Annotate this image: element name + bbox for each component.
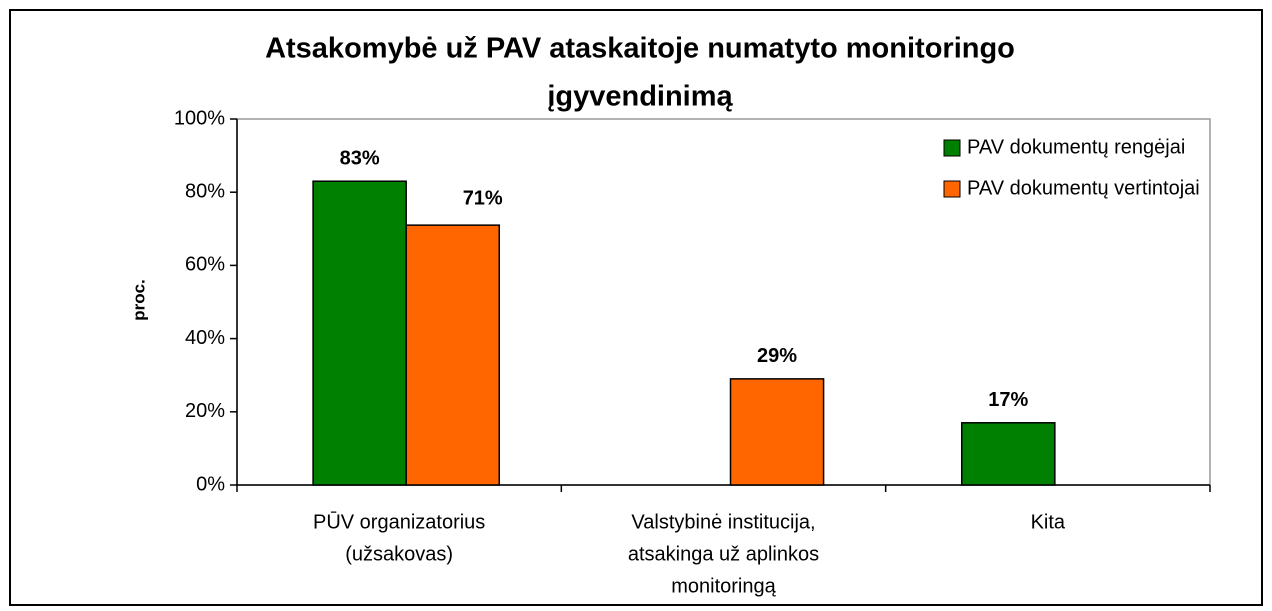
y-tick-label: 0%: [196, 473, 225, 495]
bar: [729, 378, 825, 486]
legend-swatch: [943, 180, 961, 198]
y-tick-label: 80%: [185, 180, 225, 202]
value-label: 17%: [988, 389, 1028, 411]
bar: [405, 224, 501, 486]
value-label: 83%: [340, 148, 380, 170]
y-tick-label: 60%: [185, 254, 225, 276]
x-tick-label: (užsakovas): [345, 543, 453, 565]
chart-title: Atsakomybė už PAV ataskaitoje numatyto m…: [265, 33, 1015, 65]
y-tick-label: 100%: [174, 107, 225, 129]
x-tick-label: Kita: [1031, 511, 1066, 533]
legend-label: PAV dokumentų rengėjai: [967, 136, 1185, 158]
y-tick-label: 20%: [185, 400, 225, 422]
value-label: 29%: [757, 345, 797, 367]
legend-swatch: [943, 139, 961, 157]
value-label: 71%: [463, 187, 503, 209]
bar: [312, 180, 407, 486]
bar: [960, 422, 1056, 486]
legend-label: PAV dokumentų vertintojai: [967, 177, 1200, 199]
y-axis-label: proc.: [129, 279, 148, 321]
x-tick-label: monitoringą: [671, 575, 776, 597]
chart-frame: [9, 9, 1263, 606]
x-tick-label: atsakinga už aplinkos: [628, 543, 819, 565]
y-tick-label: 40%: [185, 327, 225, 349]
x-tick-label: Valstybinė institucija,: [631, 511, 815, 533]
chart-title: įgyvendinimą: [547, 81, 733, 113]
x-tick-label: PŪV organizatorius: [313, 510, 485, 533]
